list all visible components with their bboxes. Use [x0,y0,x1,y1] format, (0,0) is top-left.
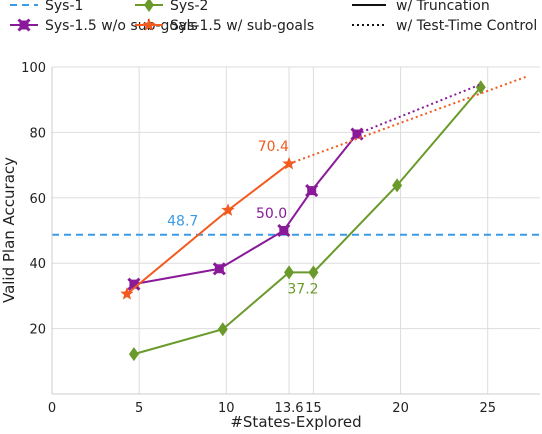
legend-item: Sys-1 [10,0,83,14]
data-label: 50.0 [256,206,287,222]
legend-item-style: w/ Truncation [352,0,490,14]
legend-label: w/ Truncation [396,0,490,14]
data-point [306,185,317,196]
legend-item: Sys-2 [135,0,208,14]
legend-label: Sys-1 [45,0,83,14]
y-tick-label: 60 [29,192,46,207]
legend-marker [144,0,154,12]
series-line [127,164,289,294]
data-label: 37.2 [287,281,318,297]
data-point [129,347,139,361]
y-tick-label: 100 [21,61,46,76]
data-point [284,265,294,279]
legend-label: w/ Test-Time Control [396,18,537,34]
data-point [278,225,289,236]
x-tick-label: 20 [392,401,409,416]
legend-label: Sys-2 [170,0,208,14]
x-tick-label: 25 [479,401,496,416]
data-label: 70.4 [258,139,289,155]
grid [52,67,540,394]
y-tick-label: 20 [29,323,46,338]
x-tick-label: 0 [48,401,56,416]
series-3 [120,77,526,300]
series-extension-line [289,77,526,164]
y-axis-title: Valid Plan Accuracy [0,157,18,303]
plot-area [52,77,540,361]
x-axis-title: #States-Explored [230,413,361,431]
data-point [214,263,225,274]
x-tick-label: 5 [135,401,143,416]
series-2 [128,85,479,290]
legend-item-style: w/ Test-Time Control [352,18,537,34]
y-tick-label: 40 [29,257,46,272]
data-label: 48.7 [167,213,198,229]
legend-marker [19,20,30,31]
legend-label: Sys-1.5 w/ sub-goals [170,18,314,34]
y-tick-label: 80 [29,126,46,141]
